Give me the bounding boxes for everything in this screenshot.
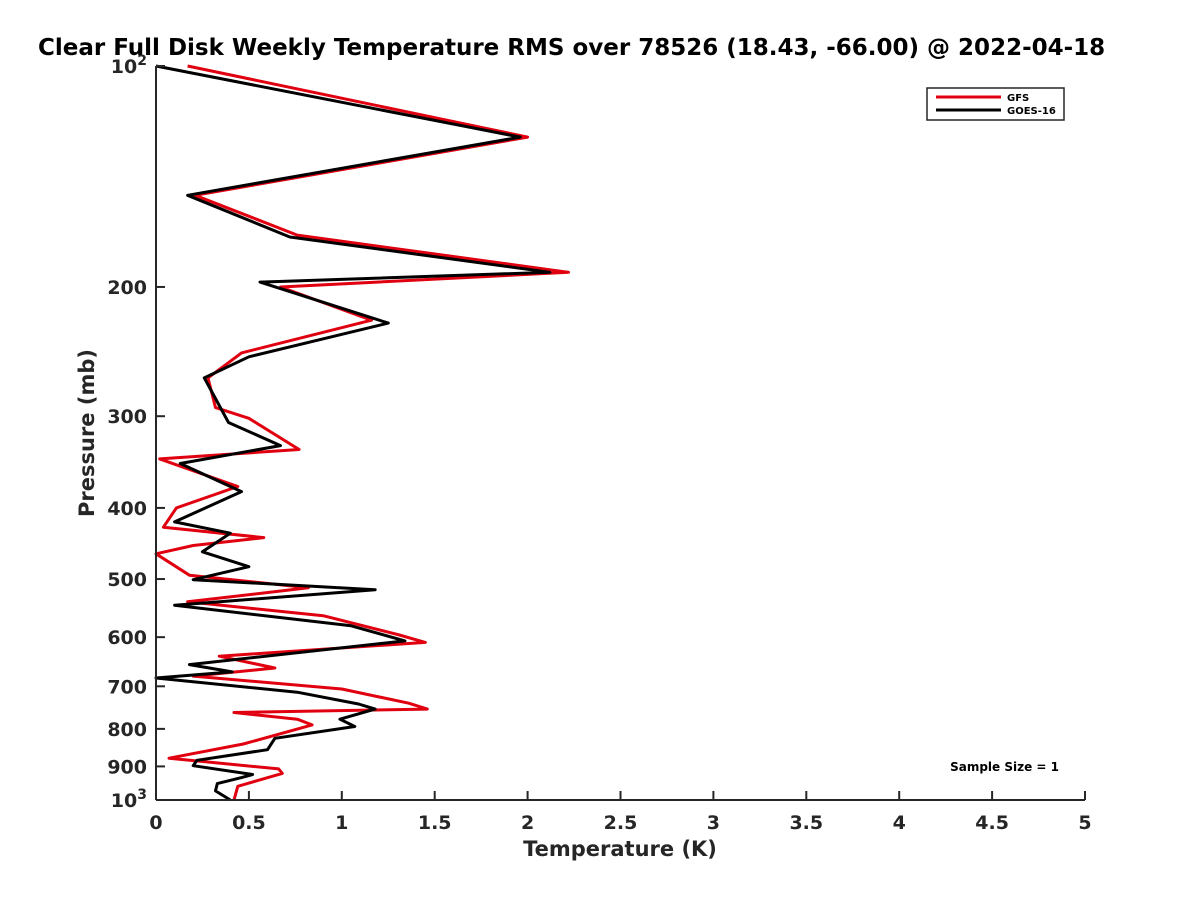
y-tick-label: 300 xyxy=(107,406,147,428)
y-tick-label: 700 xyxy=(107,676,147,698)
y-tick-label: 500 xyxy=(107,569,147,591)
x-tick-label: 3 xyxy=(707,812,720,834)
y-tick-label: 103 xyxy=(111,787,147,812)
series-layer xyxy=(154,64,570,802)
y-tick-label: 200 xyxy=(107,277,147,299)
y-tick-label: 102 xyxy=(111,53,147,78)
x-tick-label: 4 xyxy=(893,812,906,834)
legend-label: GFS xyxy=(1007,93,1029,104)
x-tick-label: 3.5 xyxy=(789,812,823,834)
x-tick-label: 1 xyxy=(335,812,348,834)
series-line-goes-16 xyxy=(154,64,552,802)
y-tick-label: 600 xyxy=(107,627,147,649)
legend: GFS GOES-16 xyxy=(926,87,1065,121)
legend-label: GOES-16 xyxy=(1007,106,1056,117)
sample-size-annotation: Sample Size = 1 xyxy=(950,760,1059,774)
chart-title: Clear Full Disk Weekly Temperature RMS o… xyxy=(38,35,1105,61)
y-axis-label: Pressure (mb) xyxy=(75,349,99,517)
x-tick-label: 1.5 xyxy=(418,812,452,834)
x-tick-label: 2 xyxy=(521,812,534,834)
axes-layer: 0 0.5 1 1.5 2 2.5 3 3.5 4 4.5 5 102 200 300 400 500 600 7… xyxy=(107,53,1091,834)
x-tick-label: 5 xyxy=(1078,812,1091,834)
x-axis-label: Temperature (K) xyxy=(523,837,717,861)
x-tick-label: 2.5 xyxy=(604,812,638,834)
x-tick-label: 4.5 xyxy=(975,812,1009,834)
y-tick-label: 400 xyxy=(107,498,147,520)
y-tick-label: 900 xyxy=(107,756,147,778)
legend-box xyxy=(926,87,1065,121)
y-tick-label: 800 xyxy=(107,719,147,741)
x-tick-label: 0.5 xyxy=(232,812,266,834)
x-tick-label: 0 xyxy=(149,812,162,834)
